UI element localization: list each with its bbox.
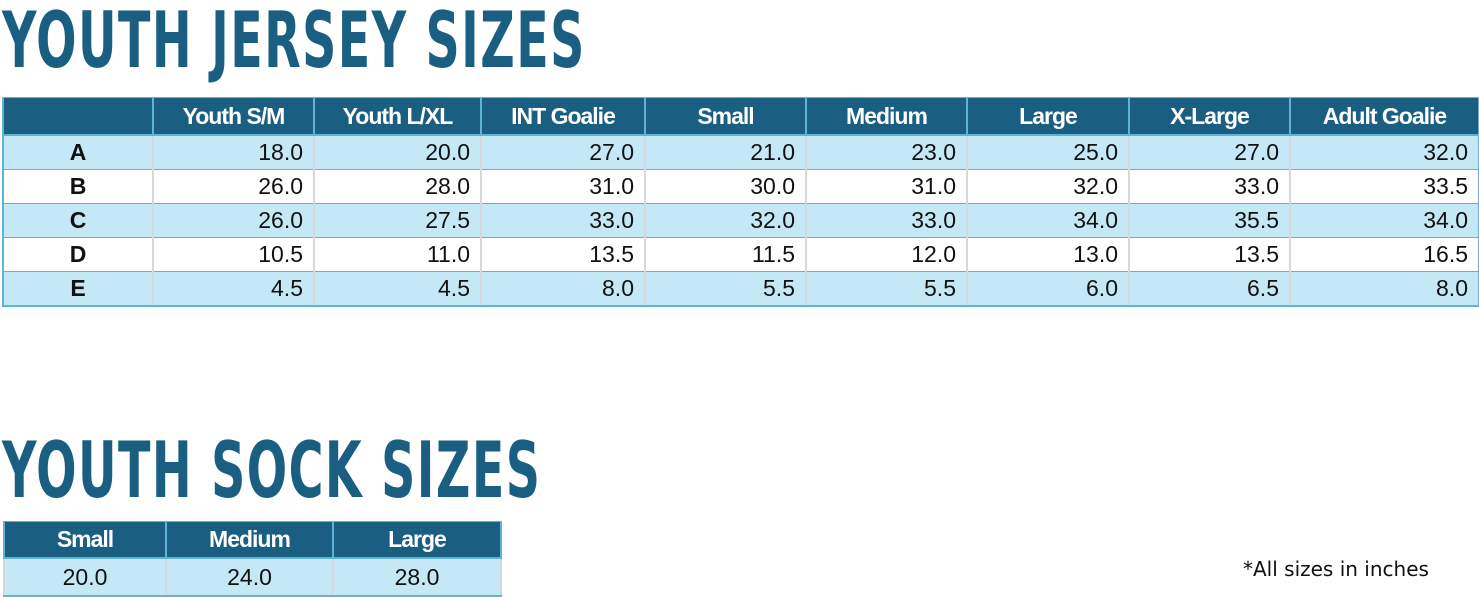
table-cell: 13.5 [480, 237, 646, 272]
table-cell: 6.5 [1128, 271, 1291, 307]
table-row: 20.0 24.0 28.0 [3, 557, 502, 597]
column-header-medium: Medium [165, 521, 334, 559]
column-header-small: Small [3, 521, 167, 559]
column-header-adult-goalie: Adult Goalie [1289, 97, 1479, 136]
table-cell: 11.5 [644, 237, 807, 272]
table-cell: 5.5 [644, 271, 807, 307]
table-cell: 18.0 [152, 134, 315, 170]
column-header-large: Large [966, 97, 1130, 136]
table-cell: 24.0 [165, 557, 334, 597]
table-cell: 27.0 [480, 134, 646, 170]
table-cell: 20.0 [3, 557, 167, 597]
table-cell: 11.0 [313, 237, 482, 272]
table-cell: 27.5 [313, 203, 482, 238]
table-cell: 21.0 [644, 134, 807, 170]
column-header-small: Small [644, 97, 807, 136]
table-cell: 4.5 [313, 271, 482, 307]
table-cell: 30.0 [644, 169, 807, 204]
table-cell: 27.0 [1128, 134, 1291, 170]
table-cell: 31.0 [480, 169, 646, 204]
table-cell: 33.0 [480, 203, 646, 238]
table-cell: 33.0 [805, 203, 968, 238]
table-cell: 31.0 [805, 169, 968, 204]
table-row-c: C 26.0 27.5 33.0 32.0 33.0 34.0 35.5 34.… [2, 203, 1479, 238]
table-cell: 16.5 [1289, 237, 1479, 272]
column-header-medium: Medium [805, 97, 968, 136]
table-cell: 13.0 [966, 237, 1130, 272]
table-cell: 26.0 [152, 203, 315, 238]
sock-sizes-title: YOUTH SOCK SIZES [2, 424, 542, 516]
table-cell: 33.5 [1289, 169, 1479, 204]
table-cell: 8.0 [480, 271, 646, 307]
table-row-d: D 10.5 11.0 13.5 11.5 12.0 13.0 13.5 16.… [2, 237, 1479, 272]
table-cell: 28.0 [313, 169, 482, 204]
table-cell: 6.0 [966, 271, 1130, 307]
jersey-header-row: Youth S/M Youth L/XL INT Goalie Small Me… [2, 97, 1479, 136]
sock-header-row: Small Medium Large [3, 521, 502, 559]
table-cell: 13.5 [1128, 237, 1291, 272]
jersey-sizes-title: YOUTH JERSEY SIZES [2, 0, 586, 86]
units-footnote: *All sizes in inches [1243, 557, 1429, 581]
table-cell: 35.5 [1128, 203, 1291, 238]
row-label: C [2, 203, 154, 238]
table-row-a: A 18.0 20.0 27.0 21.0 23.0 25.0 27.0 32.… [2, 134, 1479, 170]
table-cell: 33.0 [1128, 169, 1291, 204]
row-label: A [2, 134, 154, 170]
table-cell: 4.5 [152, 271, 315, 307]
table-cell: 23.0 [805, 134, 968, 170]
table-row-b: B 26.0 28.0 31.0 30.0 31.0 32.0 33.0 33.… [2, 169, 1479, 204]
table-cell: 20.0 [313, 134, 482, 170]
sock-size-table: Small Medium Large 20.0 24.0 28.0 [3, 521, 502, 597]
table-cell: 34.0 [1289, 203, 1479, 238]
table-cell: 28.0 [332, 557, 502, 597]
table-cell: 32.0 [644, 203, 807, 238]
column-header-int-goalie: INT Goalie [480, 97, 646, 136]
table-cell: 5.5 [805, 271, 968, 307]
row-label: B [2, 169, 154, 204]
table-cell: 34.0 [966, 203, 1130, 238]
column-header-youth-s-m: Youth S/M [152, 97, 315, 136]
table-cell: 12.0 [805, 237, 968, 272]
table-row-e: E 4.5 4.5 8.0 5.5 5.5 6.0 6.5 8.0 [2, 271, 1479, 307]
column-header-large: Large [332, 521, 502, 559]
column-header-youth-l-xl: Youth L/XL [313, 97, 482, 136]
jersey-corner-header [2, 97, 154, 136]
table-cell: 32.0 [966, 169, 1130, 204]
row-label: D [2, 237, 154, 272]
table-cell: 26.0 [152, 169, 315, 204]
table-cell: 8.0 [1289, 271, 1479, 307]
table-cell: 32.0 [1289, 134, 1479, 170]
jersey-size-table: Youth S/M Youth L/XL INT Goalie Small Me… [2, 97, 1479, 307]
table-cell: 10.5 [152, 237, 315, 272]
column-header-x-large: X-Large [1128, 97, 1291, 136]
table-cell: 25.0 [966, 134, 1130, 170]
row-label: E [2, 271, 154, 307]
